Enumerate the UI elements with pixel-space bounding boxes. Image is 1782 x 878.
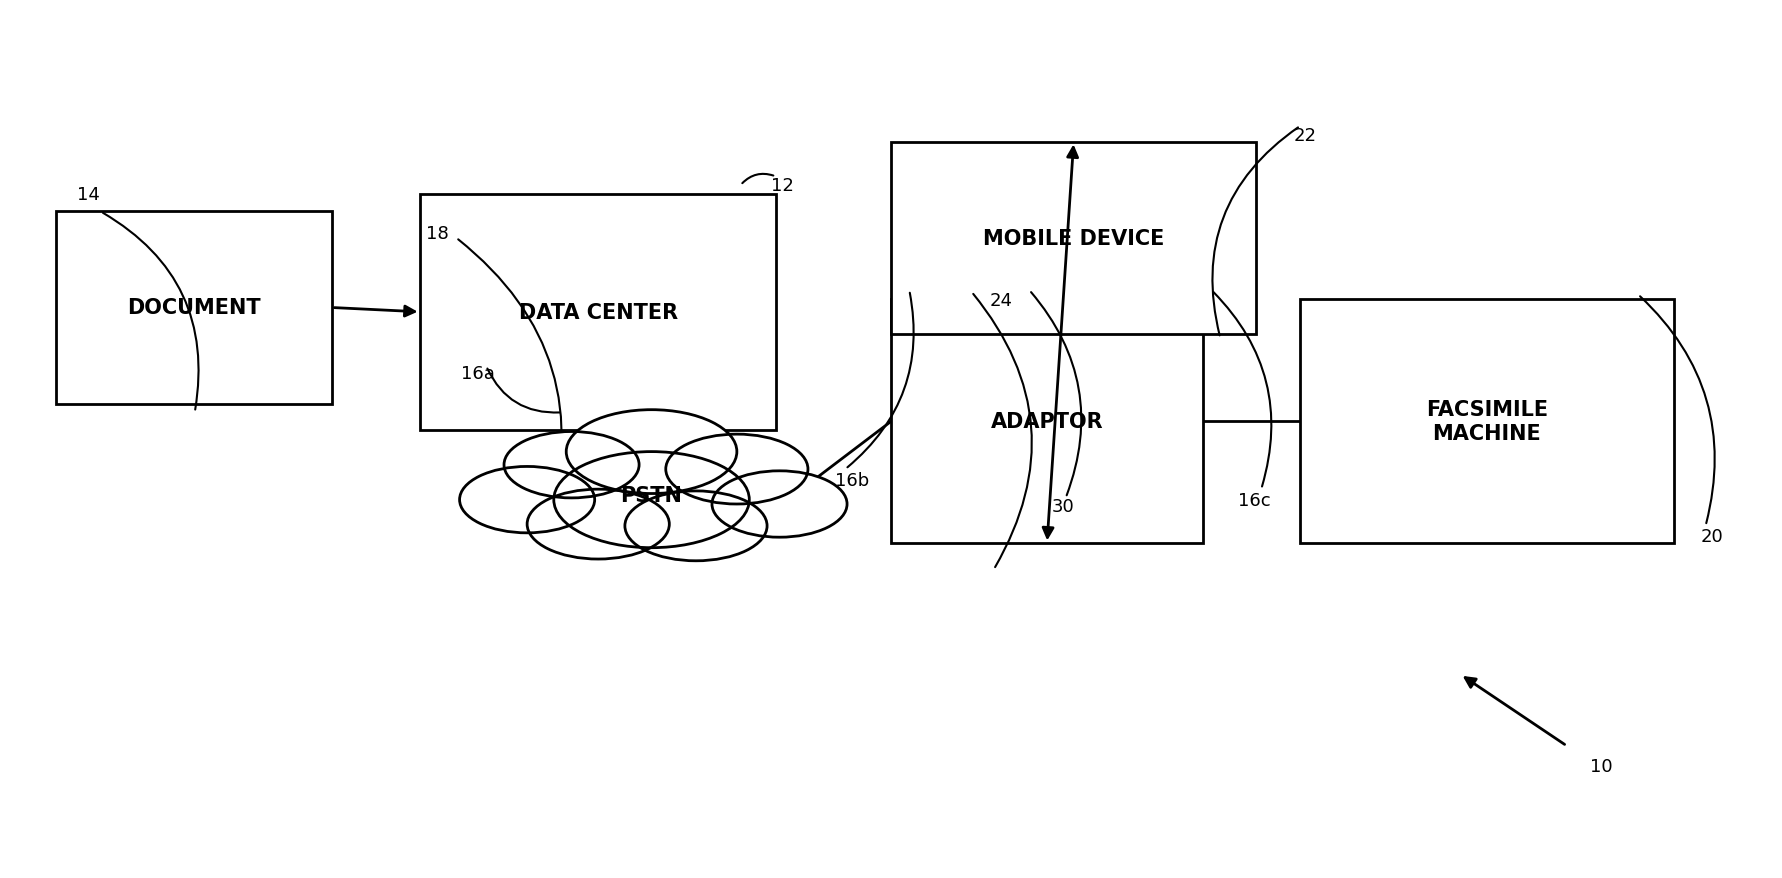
Text: 18: 18 <box>426 225 449 243</box>
Circle shape <box>711 471 846 537</box>
Text: PSTN: PSTN <box>620 486 683 506</box>
Text: 16c: 16c <box>1237 491 1271 509</box>
Text: 30: 30 <box>1051 497 1073 515</box>
Circle shape <box>527 490 668 559</box>
Text: ADAPTOR: ADAPTOR <box>991 412 1103 432</box>
Text: 16a: 16a <box>462 364 495 383</box>
Text: DOCUMENT: DOCUMENT <box>127 299 260 318</box>
Bar <box>55 212 331 404</box>
Text: 12: 12 <box>770 177 793 195</box>
Text: 14: 14 <box>77 186 100 204</box>
Bar <box>891 142 1255 335</box>
Bar <box>1299 299 1673 543</box>
Text: MOBILE DEVICE: MOBILE DEVICE <box>982 228 1164 248</box>
Text: 16b: 16b <box>834 471 868 489</box>
Text: FACSIMILE
MACHINE: FACSIMILE MACHINE <box>1426 400 1547 443</box>
Circle shape <box>460 467 595 533</box>
Circle shape <box>504 432 638 499</box>
Circle shape <box>624 492 766 561</box>
Circle shape <box>567 410 736 494</box>
Circle shape <box>554 452 748 548</box>
Bar <box>421 195 775 430</box>
Bar <box>891 299 1201 543</box>
Text: 22: 22 <box>1292 126 1315 144</box>
Text: DATA CENTER: DATA CENTER <box>519 303 677 322</box>
Text: 20: 20 <box>1700 528 1721 546</box>
Text: 24: 24 <box>989 292 1012 310</box>
Text: 10: 10 <box>1590 757 1611 775</box>
Circle shape <box>665 435 807 505</box>
